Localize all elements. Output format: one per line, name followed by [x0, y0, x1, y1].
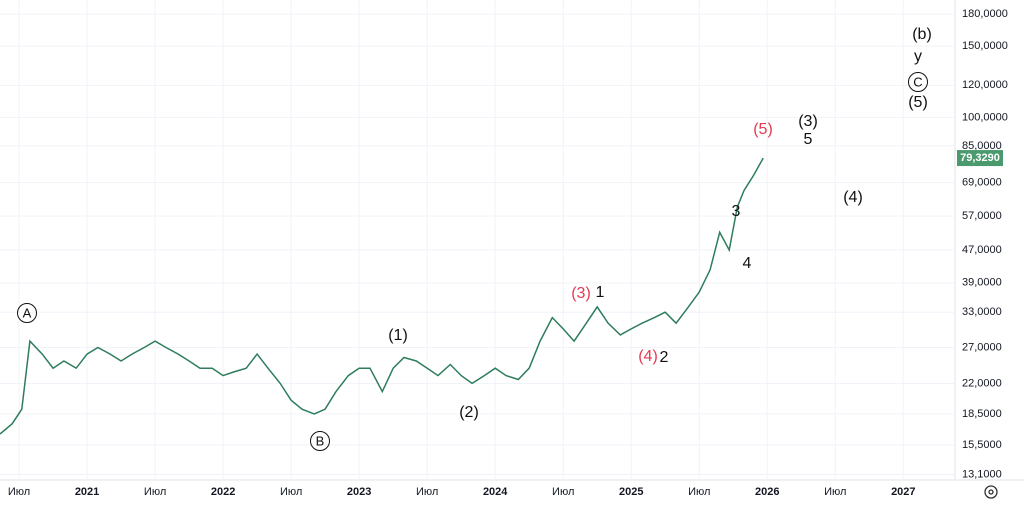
x-tick-label: Июл [8, 486, 30, 498]
x-tick-label: 2024 [483, 486, 508, 498]
x-tick-label: 2021 [75, 486, 99, 498]
y-tick-label: 15,5000 [962, 439, 1002, 451]
wave-label: (4) [638, 348, 658, 365]
wave-label: (4) [843, 189, 863, 206]
wave-label: (b) [912, 26, 932, 43]
price-label-box [957, 150, 1003, 167]
wave-label: (3) [798, 113, 818, 130]
wave-label: (1) [388, 327, 408, 344]
x-tick-label: Июл [416, 486, 438, 498]
y-tick-label: 13,1000 [962, 468, 1002, 480]
wave-label: 1 [596, 284, 605, 301]
x-tick-label: 2027 [891, 486, 915, 498]
wave-label: 5 [804, 131, 813, 148]
y-tick-label: 180,0000 [962, 8, 1008, 20]
wave-circle [310, 431, 330, 451]
y-tick-label: 57,0000 [962, 210, 1002, 222]
x-tick-label: Июл [824, 486, 846, 498]
y-tick-label: 39,0000 [962, 277, 1002, 289]
wave-label: (5) [753, 121, 773, 138]
y-tick-label: 33,0000 [962, 306, 1002, 318]
settings-center[interactable] [988, 489, 994, 495]
x-tick-label: Июл [688, 486, 710, 498]
wave-circle [908, 72, 928, 92]
x-tick-label: 2026 [755, 486, 779, 498]
wave-label: y [914, 48, 922, 65]
wave-label: 3 [732, 203, 741, 220]
wave-label: (5) [908, 94, 928, 111]
x-tick-label: Июл [280, 486, 302, 498]
wave-label: A [23, 305, 32, 320]
x-tick-label: Июл [552, 486, 574, 498]
wave-label: B [316, 433, 325, 448]
price-label: 79,3290 [960, 152, 1000, 164]
y-tick-label: 150,0000 [962, 40, 1008, 52]
x-tick-label: 2022 [211, 486, 235, 498]
y-tick-label: 85,0000 [962, 140, 1002, 152]
y-tick-label: 27,0000 [962, 341, 1002, 353]
y-tick-label: 22,0000 [962, 377, 1002, 389]
price-line [0, 157, 764, 435]
x-tick-label: 2023 [347, 486, 371, 498]
y-tick-label: 69,0000 [962, 176, 1002, 188]
settings-ring[interactable] [984, 485, 998, 499]
wave-label: 2 [660, 349, 669, 366]
wave-label: (2) [459, 404, 479, 421]
y-tick-label: 18,5000 [962, 408, 1002, 420]
y-tick-label: 120,0000 [962, 79, 1008, 91]
y-tick-label: 47,0000 [962, 244, 1002, 256]
wave-label: (3) [571, 285, 591, 302]
wave-label: 4 [743, 255, 752, 272]
wave-label: C [913, 74, 922, 89]
x-tick-label: Июл [144, 486, 166, 498]
wave-circle [17, 303, 37, 323]
x-tick-label: 2025 [619, 486, 643, 498]
y-tick-label: 100,0000 [962, 111, 1008, 123]
settings-icon[interactable] [984, 485, 998, 499]
